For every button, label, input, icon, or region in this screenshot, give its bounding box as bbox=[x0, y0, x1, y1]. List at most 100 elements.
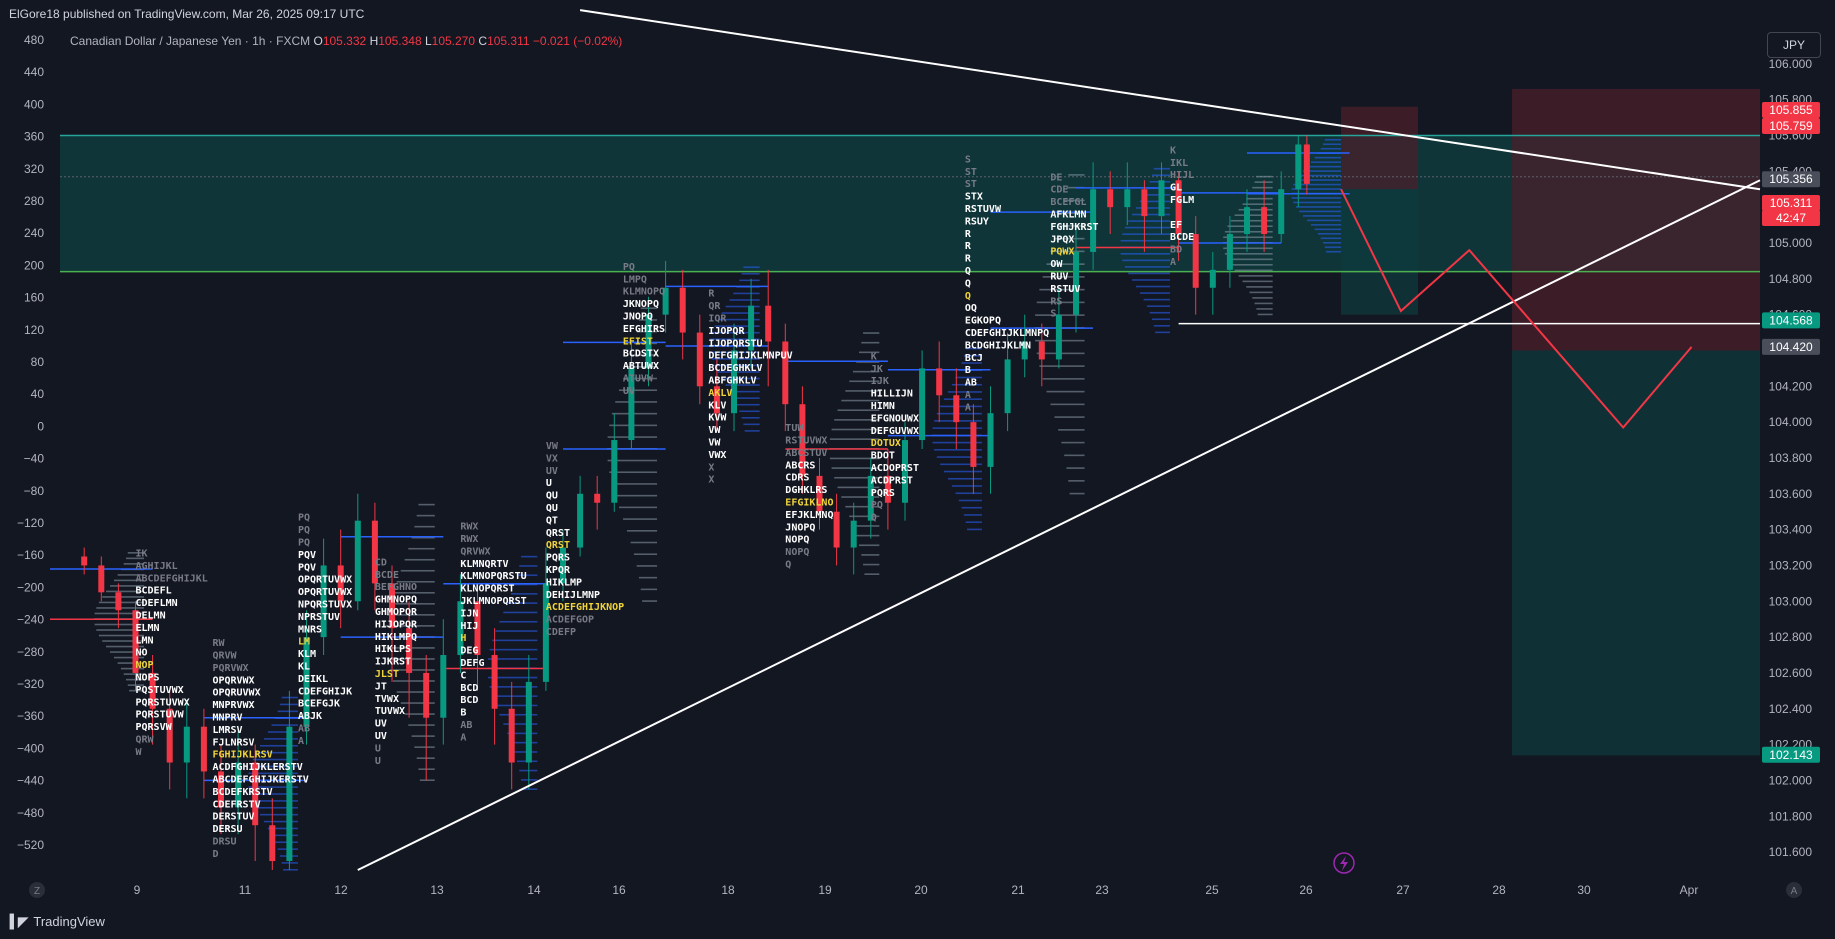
left-axis-label: 280 bbox=[24, 194, 44, 208]
profile-bar bbox=[1293, 183, 1342, 186]
tpo-row: CDRS bbox=[785, 473, 809, 484]
tpo-row: GHMNOPQ bbox=[375, 595, 417, 606]
profile-bar bbox=[1132, 279, 1171, 281]
tpo-row: IJKRST bbox=[375, 657, 411, 668]
price-badge bbox=[1762, 171, 1820, 188]
tpo-row: KLNOPQRST bbox=[460, 584, 514, 595]
profile-bar bbox=[503, 611, 538, 614]
profile-bar bbox=[1252, 297, 1273, 299]
profile-bar bbox=[963, 514, 982, 516]
profile-bar bbox=[1151, 318, 1171, 321]
tpo-row: OQ bbox=[965, 303, 977, 314]
candle-up bbox=[1021, 341, 1028, 360]
candle-down bbox=[765, 305, 772, 342]
close-value: 105.311 bbox=[487, 34, 530, 48]
tpo-row: RSTUVWX bbox=[785, 435, 827, 446]
profile-bar bbox=[951, 383, 982, 386]
tpo-row: AFKLMN bbox=[1050, 209, 1086, 220]
time-axis: 9 11 12 13 14 16 18 19 20 21 23 25 26 27 28 30 Apr bbox=[134, 883, 1699, 897]
profile-bar bbox=[1064, 199, 1085, 202]
profile-bar bbox=[961, 362, 982, 364]
profile-bar bbox=[1291, 197, 1342, 199]
tradingview-logo-icon: ▍◤ bbox=[10, 914, 28, 929]
tpo-row: PQ bbox=[871, 500, 883, 511]
candle-up bbox=[628, 368, 635, 441]
profile-bar bbox=[125, 557, 145, 560]
left-axis-label: −240 bbox=[17, 613, 44, 627]
tpo-row: NPQRSTUVX bbox=[298, 599, 352, 610]
tpo-row: PQRSTUVWX bbox=[136, 697, 190, 708]
price-badge bbox=[1762, 210, 1820, 226]
profile-bar bbox=[619, 389, 658, 392]
profile-bar bbox=[1291, 188, 1342, 190]
profile-bar bbox=[829, 438, 880, 440]
candle-down bbox=[679, 287, 686, 333]
candle-up bbox=[1209, 269, 1216, 288]
profile-bar bbox=[936, 412, 982, 415]
tpo-row: QRVWX bbox=[460, 546, 490, 557]
profile-bar bbox=[252, 758, 298, 761]
candle-up bbox=[1090, 189, 1097, 252]
tpo-row: KLMNOPQ bbox=[623, 287, 665, 298]
candle-down bbox=[799, 404, 806, 476]
tpo-row: AGHIJKL bbox=[136, 561, 178, 572]
profile-bar bbox=[522, 788, 538, 790]
profile-bar bbox=[1227, 225, 1273, 228]
z-button[interactable]: Z bbox=[29, 882, 45, 898]
price-badge-label: 104.568 bbox=[1769, 313, 1813, 327]
tpo-row: PQRSVW bbox=[136, 722, 173, 733]
candle-down bbox=[371, 520, 378, 584]
currency-button[interactable]: JPY bbox=[1767, 32, 1821, 58]
candle-down bbox=[252, 762, 259, 826]
price-axis-label: 104.200 bbox=[1769, 379, 1813, 393]
profile-bar bbox=[1320, 147, 1342, 150]
profile-bar bbox=[487, 676, 538, 679]
left-axis-label: −360 bbox=[17, 709, 44, 723]
tpo-row: QT bbox=[546, 515, 558, 526]
zone-short-2-target bbox=[1512, 350, 1760, 756]
left-axis-label: 80 bbox=[31, 355, 45, 369]
trendline-ascending-support bbox=[357, 179, 1761, 871]
profile-bar bbox=[733, 397, 760, 399]
candle-down bbox=[200, 726, 207, 772]
tradingview-brand[interactable]: ▍◤ TradingView bbox=[10, 914, 105, 930]
left-axis-label: 360 bbox=[24, 130, 44, 144]
tpo-row: BCDEFL bbox=[136, 586, 172, 597]
profile-bar bbox=[1307, 219, 1342, 222]
lightning-icon[interactable] bbox=[1333, 852, 1355, 874]
profile-bar bbox=[400, 702, 435, 704]
profile-bar bbox=[389, 669, 435, 671]
profile-bar bbox=[1064, 454, 1085, 457]
tpo-row: ABJK bbox=[298, 711, 322, 722]
tpo-row: U bbox=[546, 478, 552, 489]
candle-down bbox=[884, 475, 891, 503]
tpo-row: VX bbox=[546, 453, 558, 464]
profile-bar bbox=[955, 376, 982, 379]
tpo-row: ABFGHKLV bbox=[708, 376, 756, 387]
tpo-row: EFIST bbox=[623, 336, 653, 347]
profile-bar bbox=[499, 620, 538, 623]
price-chart[interactable]: IKAGHIJKLABCDEFGHIJKLBCDEFLCDEFLMNDELMNE… bbox=[0, 0, 1835, 906]
low-label: L bbox=[424, 34, 432, 48]
profile-bar bbox=[856, 534, 880, 537]
profile-bar bbox=[1234, 269, 1273, 272]
tpo-row: X bbox=[708, 475, 714, 486]
tpo-row: UV bbox=[375, 719, 387, 730]
profile-bar bbox=[936, 456, 982, 458]
profile-bar bbox=[487, 658, 538, 660]
profile-bar bbox=[1317, 233, 1342, 235]
time-axis-label: 18 bbox=[721, 883, 735, 897]
candle-up bbox=[987, 413, 994, 467]
price-axis-label: 103.400 bbox=[1769, 523, 1813, 537]
profile-bar bbox=[611, 412, 658, 415]
profile-bar bbox=[1153, 325, 1171, 327]
tpo-row: JNOPQ bbox=[785, 522, 815, 533]
tpo-row: QRW bbox=[136, 734, 155, 745]
auto-scale-button[interactable]: A bbox=[1786, 882, 1802, 898]
tpo-row: U bbox=[375, 756, 381, 767]
profile-bar bbox=[507, 602, 538, 604]
profile-bar bbox=[739, 279, 760, 282]
profile-bar bbox=[1143, 298, 1171, 301]
profile-bar bbox=[834, 476, 880, 479]
profile-bar bbox=[102, 640, 145, 642]
